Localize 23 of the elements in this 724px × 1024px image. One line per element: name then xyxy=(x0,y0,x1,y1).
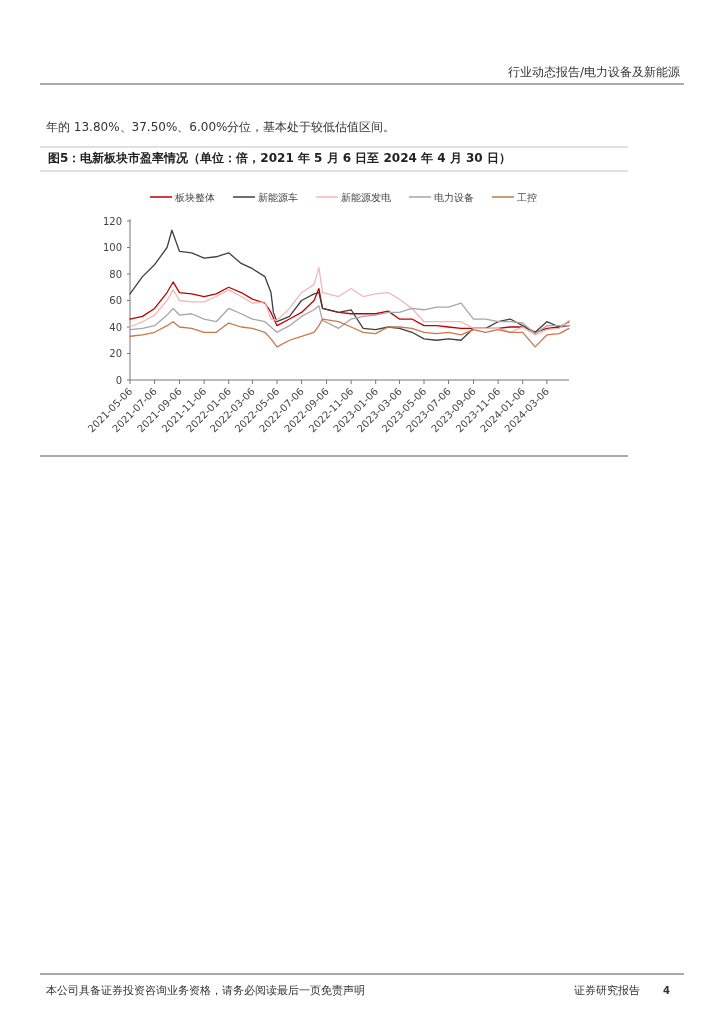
legend-label: 板块整体 xyxy=(174,192,215,203)
text: 行业动态报告/电力设备及新能源 xyxy=(507,65,680,79)
text: 4 xyxy=(663,985,671,996)
line-series xyxy=(129,318,570,348)
y-tick-label: 20 xyxy=(109,348,122,360)
legend-label: 电力设备 xyxy=(434,192,474,203)
line-series xyxy=(129,281,570,333)
y-tick-label: 100 xyxy=(102,242,122,254)
legend-label: 新能源车 xyxy=(258,192,298,203)
chart-title: 图5：电新板块市盈率情况（单位：倍，2021 年 5 月 6 日至 2024 年 4 月 30 日） xyxy=(48,151,511,165)
line-series xyxy=(129,229,570,341)
y-tick-label: 60 xyxy=(109,295,122,307)
text: 证券研究报告 xyxy=(574,984,640,996)
legend-label: 新能源发电 xyxy=(341,192,391,203)
y-tick-label: 40 xyxy=(109,321,122,333)
line-series xyxy=(129,302,570,335)
line-series xyxy=(129,266,570,336)
y-tick-label: 80 xyxy=(109,268,122,280)
legend-label: 工控 xyxy=(517,192,537,203)
y-tick-label: 0 xyxy=(115,374,122,386)
text: 年的 13.80%、37.50%、6.00%分位，基本处于较低估值区间。 xyxy=(46,120,396,134)
text: 本公司具备证券投资咨询业务资格，请务必阅读最后一页免责声明 xyxy=(46,984,365,996)
y-tick-label: 120 xyxy=(102,215,122,227)
